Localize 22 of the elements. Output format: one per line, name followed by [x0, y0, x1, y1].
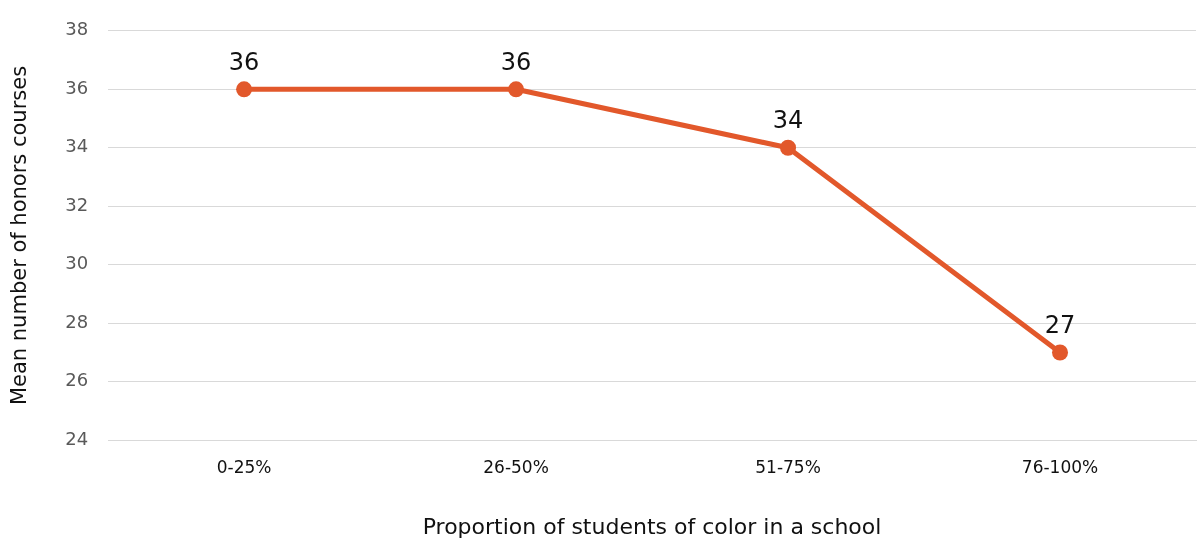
- point: [508, 81, 525, 98]
- data-label: 36: [228, 47, 260, 76]
- y-tick-label: 38: [65, 18, 89, 40]
- data-label: 34: [772, 106, 804, 135]
- data-label: 36: [500, 47, 532, 76]
- point: [780, 139, 797, 156]
- y-tick-label: 30: [65, 252, 89, 274]
- y-tick-label: 36: [65, 76, 89, 98]
- y-tick-label: 28: [65, 310, 89, 332]
- point: [1052, 344, 1069, 361]
- x-tick-label: 26-50%: [483, 456, 549, 477]
- y-tick-label: 24: [65, 427, 89, 449]
- x-tick-label: 76-100%: [1021, 456, 1099, 477]
- y-tick-label: 34: [65, 135, 89, 157]
- point: [236, 81, 253, 98]
- y-axis-title: Mean number of honors courses: [7, 65, 32, 406]
- y-tick-label: 32: [65, 193, 89, 215]
- x-tick-label: 0-25%: [216, 456, 272, 477]
- data-label: 27: [1044, 310, 1076, 339]
- y-tick-label: 26: [65, 369, 89, 391]
- x-axis-title: Proportion of students of color in a school: [422, 513, 882, 539]
- x-tick-label: 51-75%: [755, 456, 821, 477]
